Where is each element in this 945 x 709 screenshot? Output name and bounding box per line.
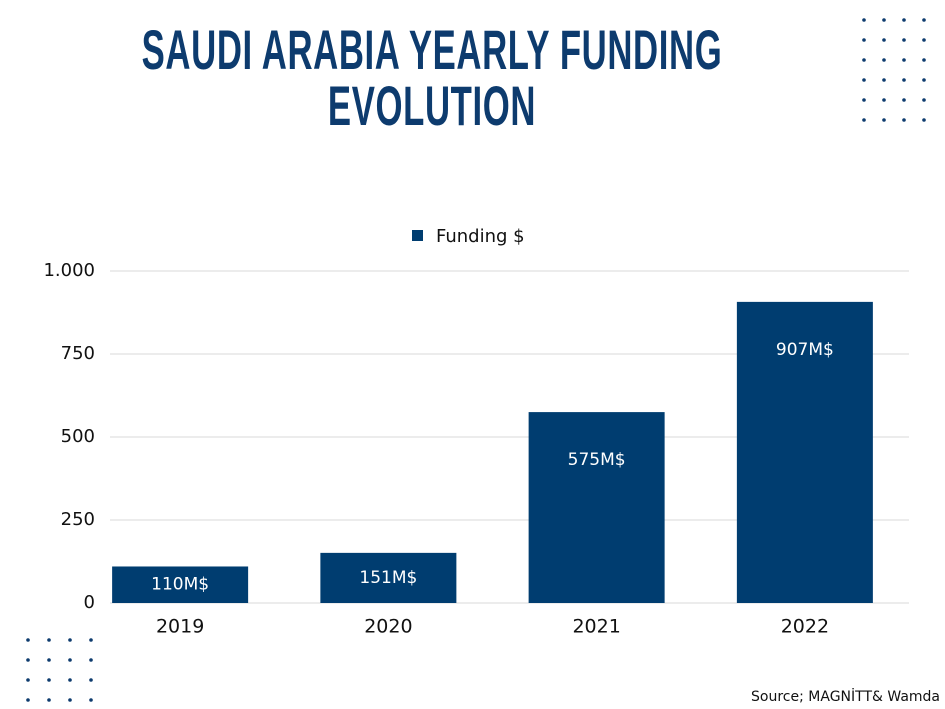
decor-dot [902, 98, 906, 102]
decor-dot [902, 118, 906, 122]
data-label: 110M$ [151, 575, 209, 595]
decor-dot [89, 658, 93, 662]
decor-dot [882, 78, 886, 82]
decor-dot [47, 638, 51, 642]
source: Source; MAGNİTT& Wamda [751, 687, 940, 705]
decor-dot [922, 98, 926, 102]
decor-dot [89, 698, 93, 702]
decor-dot [882, 18, 886, 22]
x-tick-label: 2022 [781, 616, 829, 638]
decor-dot [68, 638, 72, 642]
decor-dot [47, 678, 51, 682]
y-tick-label: 0 [84, 592, 95, 613]
decor-dot [862, 98, 866, 102]
decor-dot [68, 698, 72, 702]
decor-dot [882, 38, 886, 42]
decor-dot [862, 78, 866, 82]
decor-dot [922, 118, 926, 122]
decor-dot [89, 638, 93, 642]
x-tick-label: 2019 [156, 616, 204, 638]
decor-dot [47, 658, 51, 662]
chart-title: SAUDI ARABIA YEARLY FUNDING EVOLUTION [141, 18, 723, 137]
y-tick-label: 250 [61, 509, 95, 530]
decor-dot [922, 18, 926, 22]
x-tick-label: 2021 [572, 616, 620, 638]
decor-dot [922, 38, 926, 42]
bar [112, 566, 249, 603]
decor-dot [902, 58, 906, 62]
legend-swatch [412, 230, 423, 241]
decor-dot [26, 698, 30, 702]
decor-dot [882, 118, 886, 122]
bar [528, 412, 665, 603]
decor-dot [89, 678, 93, 682]
decor-dot [47, 698, 51, 702]
decor-dot [902, 78, 906, 82]
decor-dot [922, 58, 926, 62]
decor-dot [68, 658, 72, 662]
bar [320, 552, 457, 603]
decor-dot [902, 18, 906, 22]
data-label: 575M$ [568, 450, 626, 470]
decor-dot [68, 678, 72, 682]
decor-dot [26, 638, 30, 642]
decor-dot [882, 58, 886, 62]
decor-dot [922, 78, 926, 82]
decor-dot [26, 678, 30, 682]
bar [736, 301, 873, 603]
decor-dot [862, 118, 866, 122]
decor-dot [862, 58, 866, 62]
decor-dot [902, 38, 906, 42]
y-tick-label: 1.000 [43, 260, 95, 281]
decor-dot [862, 38, 866, 42]
data-label: 907M$ [776, 340, 834, 360]
decor-dot [26, 658, 30, 662]
y-tick-label: 750 [61, 343, 95, 364]
decor-dot [862, 18, 866, 22]
data-label: 151M$ [359, 568, 417, 588]
y-tick-label: 500 [61, 426, 95, 447]
decor-dot [882, 98, 886, 102]
x-tick-label: 2020 [364, 616, 412, 638]
legend-label: Funding $ [436, 226, 525, 247]
